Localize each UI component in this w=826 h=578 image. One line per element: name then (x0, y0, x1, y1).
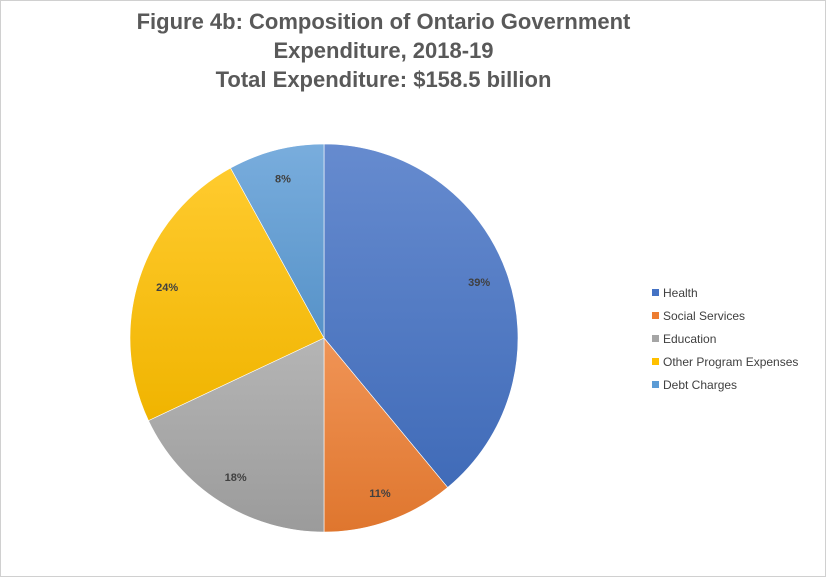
chart-title: Figure 4b: Composition of Ontario Govern… (1, 7, 766, 94)
legend-label-social-services: Social Services (663, 308, 746, 323)
legend-item-social-services: Social Services (652, 304, 798, 327)
data-label-debt-charges: 8% (275, 173, 291, 185)
data-label-other-program-expenses: 24% (156, 282, 178, 294)
chart-title-line-2: Expenditure, 2018-19 (273, 38, 494, 63)
legend-label-health: Health (663, 285, 698, 300)
data-label-social-services: 11% (369, 488, 391, 500)
data-label-education: 18% (225, 472, 247, 484)
pie-slice-education (148, 337, 325, 533)
legend-label-education: Education (663, 331, 717, 346)
chart-title-line-3: Total Expenditure: $158.5 billion (215, 67, 552, 92)
data-label-health: 39% (468, 277, 490, 289)
legend-swatch-debt-charges (652, 381, 659, 388)
legend-item-debt-charges: Debt Charges (652, 373, 798, 396)
legend-item-other-program-expenses: Other Program Expenses (652, 350, 798, 373)
legend-swatch-social-services (652, 312, 659, 319)
pie-slice-debt-charges (230, 143, 325, 339)
legend-swatch-health (652, 289, 659, 296)
pie-slice-social-services (323, 337, 449, 533)
chart-title-line-1: Figure 4b: Composition of Ontario Govern… (136, 9, 631, 34)
pie-slice-other-program-expenses (129, 167, 325, 421)
legend-item-health: Health (652, 281, 798, 304)
legend-label-other-program-expenses: Other Program Expenses (663, 354, 799, 369)
pie-slice-health (323, 143, 519, 488)
legend-swatch-other-program-expenses (652, 358, 659, 365)
chart-legend: Health Social Services Education Other Prog… (652, 281, 798, 396)
legend-label-debt-charges: Debt Charges (663, 377, 738, 392)
legend-item-education: Education (652, 327, 798, 350)
legend-swatch-education (652, 335, 659, 342)
